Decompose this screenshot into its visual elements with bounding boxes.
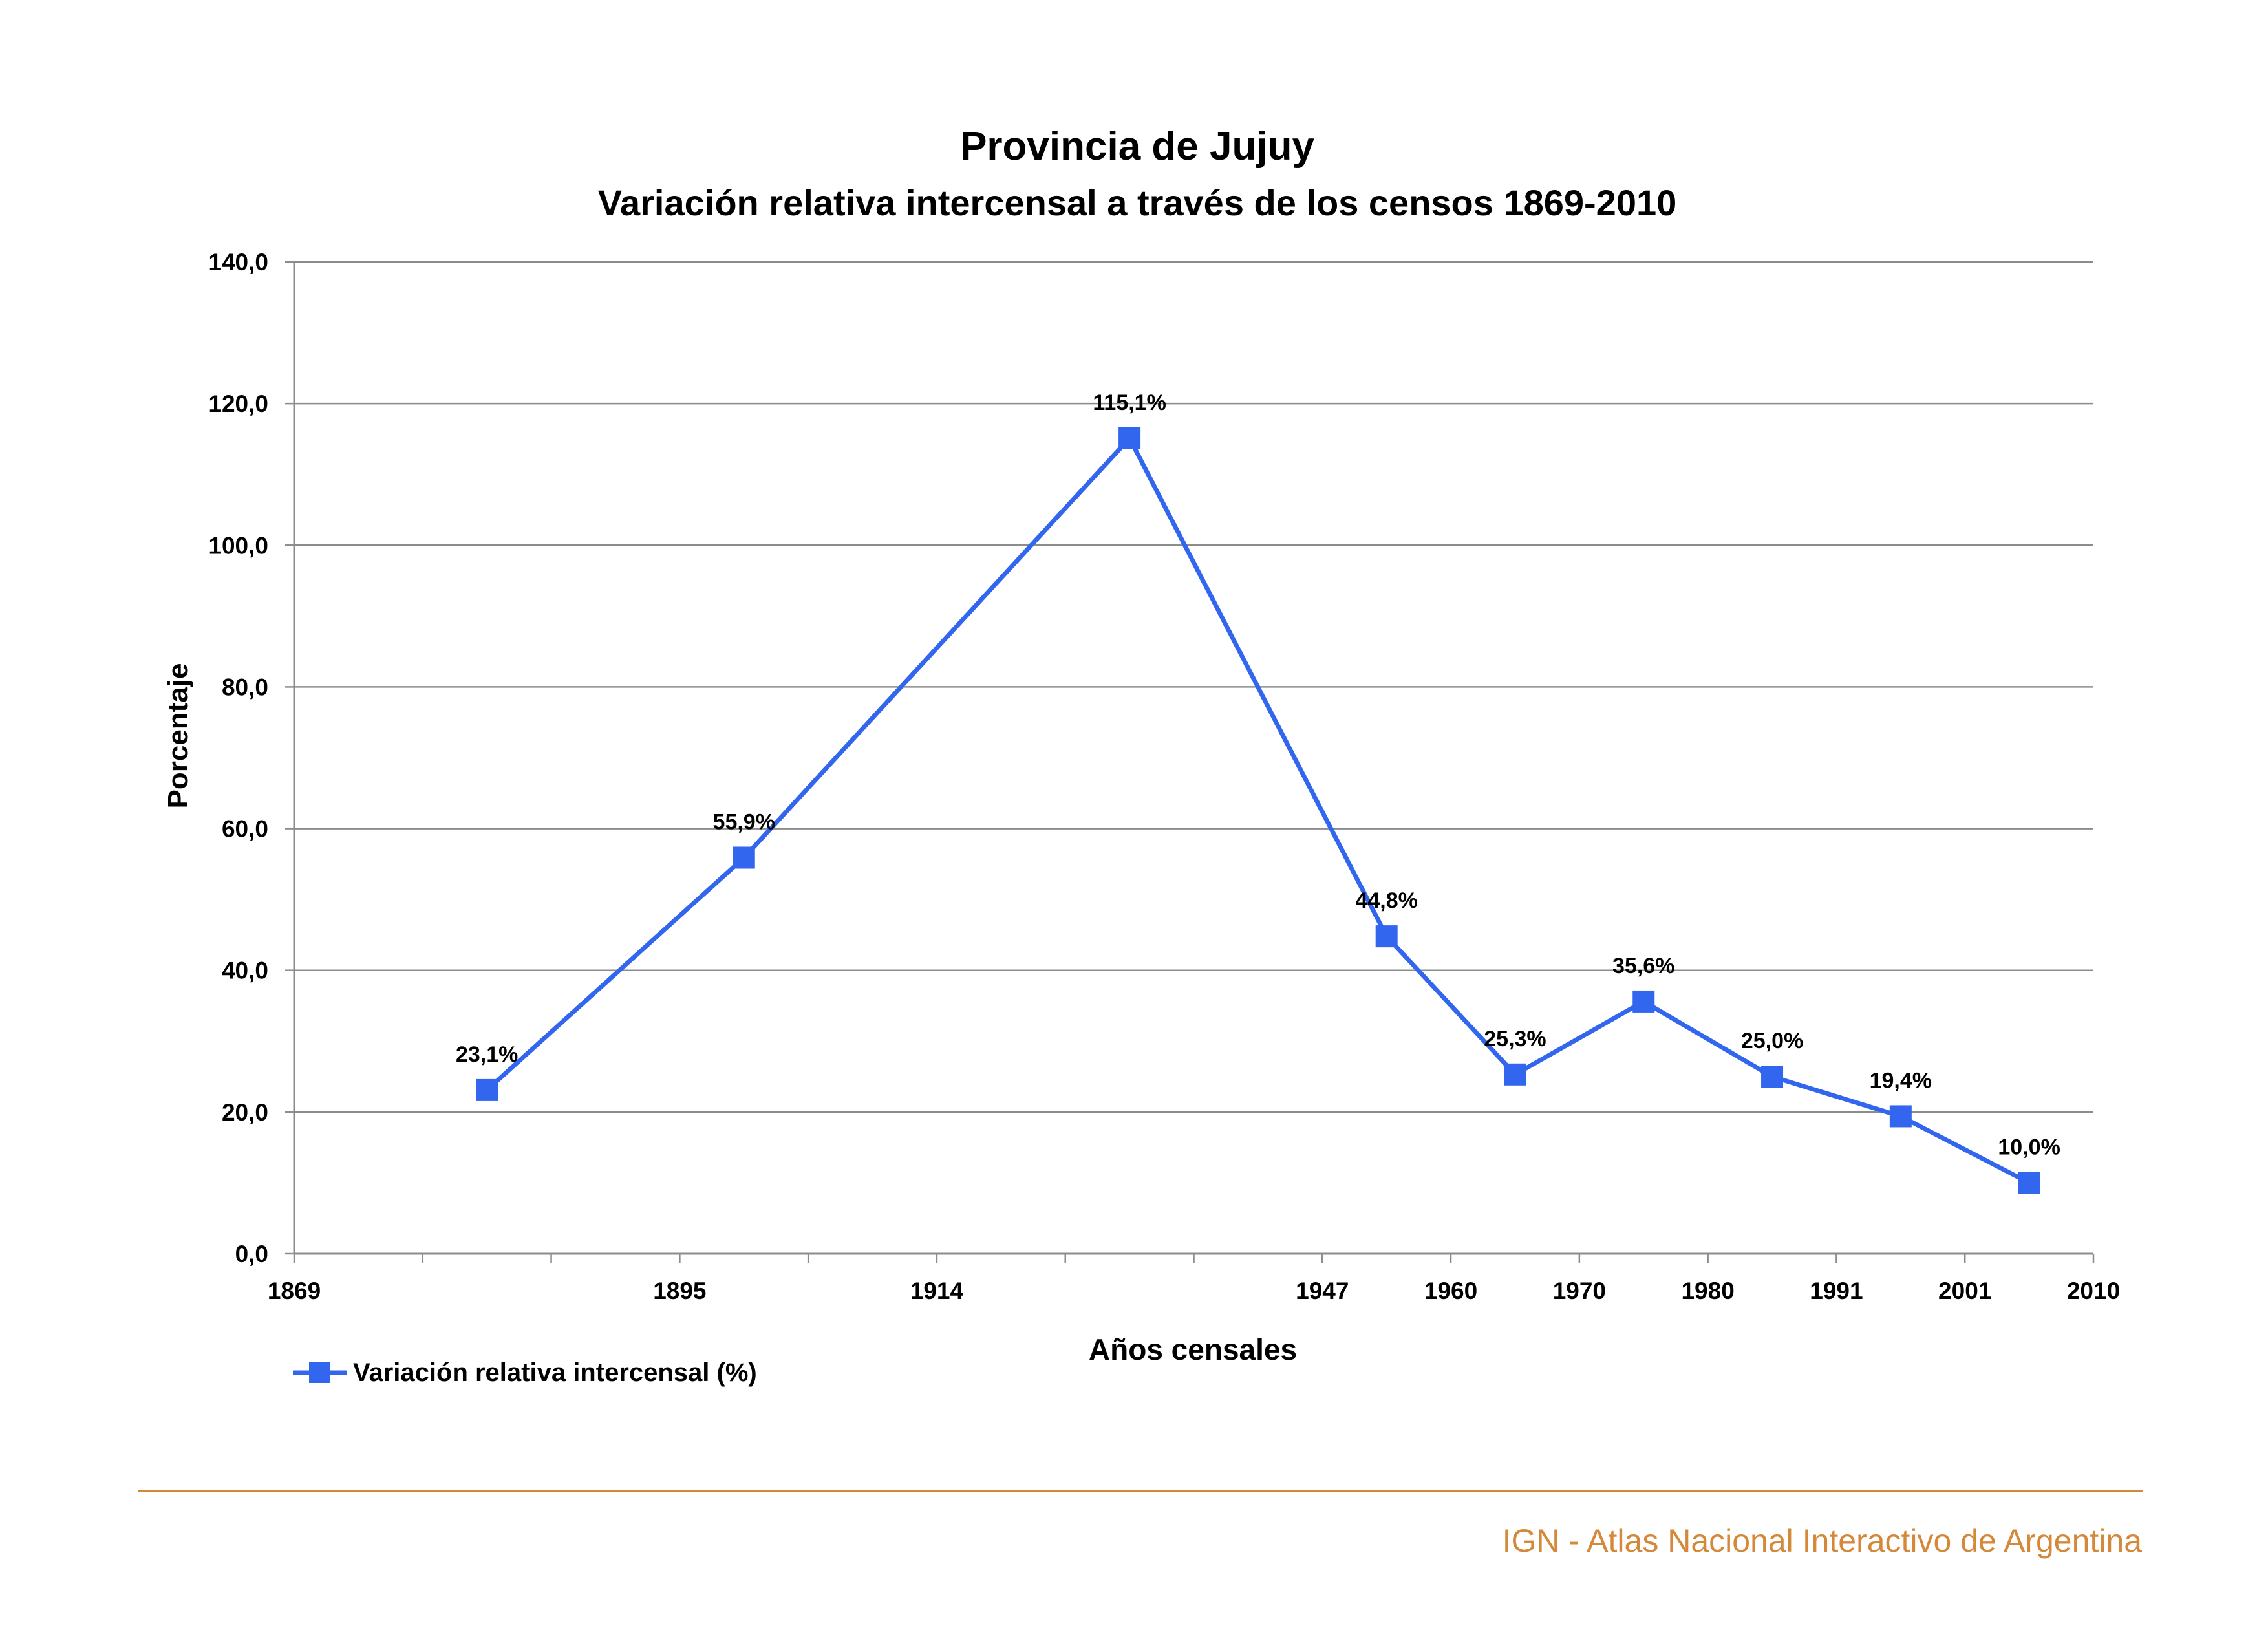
chart-subtitle: Variación relativa intercensal a través … [598,182,1677,223]
legend-label: Variación relativa intercensal (%) [353,1358,757,1387]
data-label: 35,6% [1612,954,1674,978]
data-labels: 23,1% 55,9% 115,1% 44,8% 25,3% 35,6% 25,0% 19,4… [456,391,2060,1160]
footer-credit: IGN - Atlas Nacional Interactivo de Arge… [1503,1523,2143,1559]
data-label: 19,4% [1870,1068,1932,1093]
y-tick-label: 140,0 [208,249,268,275]
x-tick-label: 1914 [910,1278,964,1304]
y-axis-title: Porcentaje [162,663,194,809]
data-point [1118,427,1141,449]
data-label: 25,3% [1484,1027,1546,1051]
x-axis-title: Años censales [1089,1333,1297,1366]
legend: Variación relativa intercensal (%) [293,1358,757,1387]
data-point [2018,1172,2040,1194]
y-tick-label: 80,0 [222,674,268,700]
x-axis: 1869 1895 1914 1947 1960 1970 1980 1991 2001 2010 [268,1252,2120,1304]
y-tick-label: 60,0 [222,816,268,842]
data-point [1632,990,1655,1013]
series-line [476,427,2040,1194]
x-tick-label: 1947 [1296,1278,1349,1304]
x-tick-label: 1991 [1810,1278,1863,1304]
data-label: 23,1% [456,1042,518,1067]
data-label: 55,9% [713,810,775,834]
x-tick-label: 1970 [1553,1278,1606,1304]
data-label: 10,0% [1998,1135,2060,1159]
data-point [1504,1063,1526,1086]
x-tick-label: 2010 [2067,1278,2120,1304]
data-label: 44,8% [1355,888,1417,913]
x-tick-label: 1960 [1424,1278,1477,1304]
chart-title: Provincia de Jujuy [960,124,1314,169]
legend-marker [309,1362,330,1383]
data-point [1375,925,1398,948]
gridlines [294,261,2093,1113]
x-tick-label: 1895 [653,1278,706,1304]
y-tick-label: 100,0 [208,532,268,559]
y-tick-label: 20,0 [222,1099,268,1126]
x-tick-label: 1869 [268,1278,321,1304]
y-axis: 0,0 20,0 40,0 60,0 80,0 100,0 120,0 140,0 [208,249,295,1267]
y-tick-label: 0,0 [235,1241,268,1267]
data-label: 25,0% [1741,1029,1803,1053]
y-tick-label: 120,0 [208,391,268,417]
x-tick-label: 1980 [1681,1278,1734,1304]
y-tick-label: 40,0 [222,958,268,984]
data-point [476,1078,498,1101]
data-label: 115,1% [1093,391,1166,415]
data-point [1889,1105,1912,1128]
data-point [733,846,755,869]
data-point [1761,1066,1784,1088]
x-tick-label: 2001 [1938,1278,1991,1304]
